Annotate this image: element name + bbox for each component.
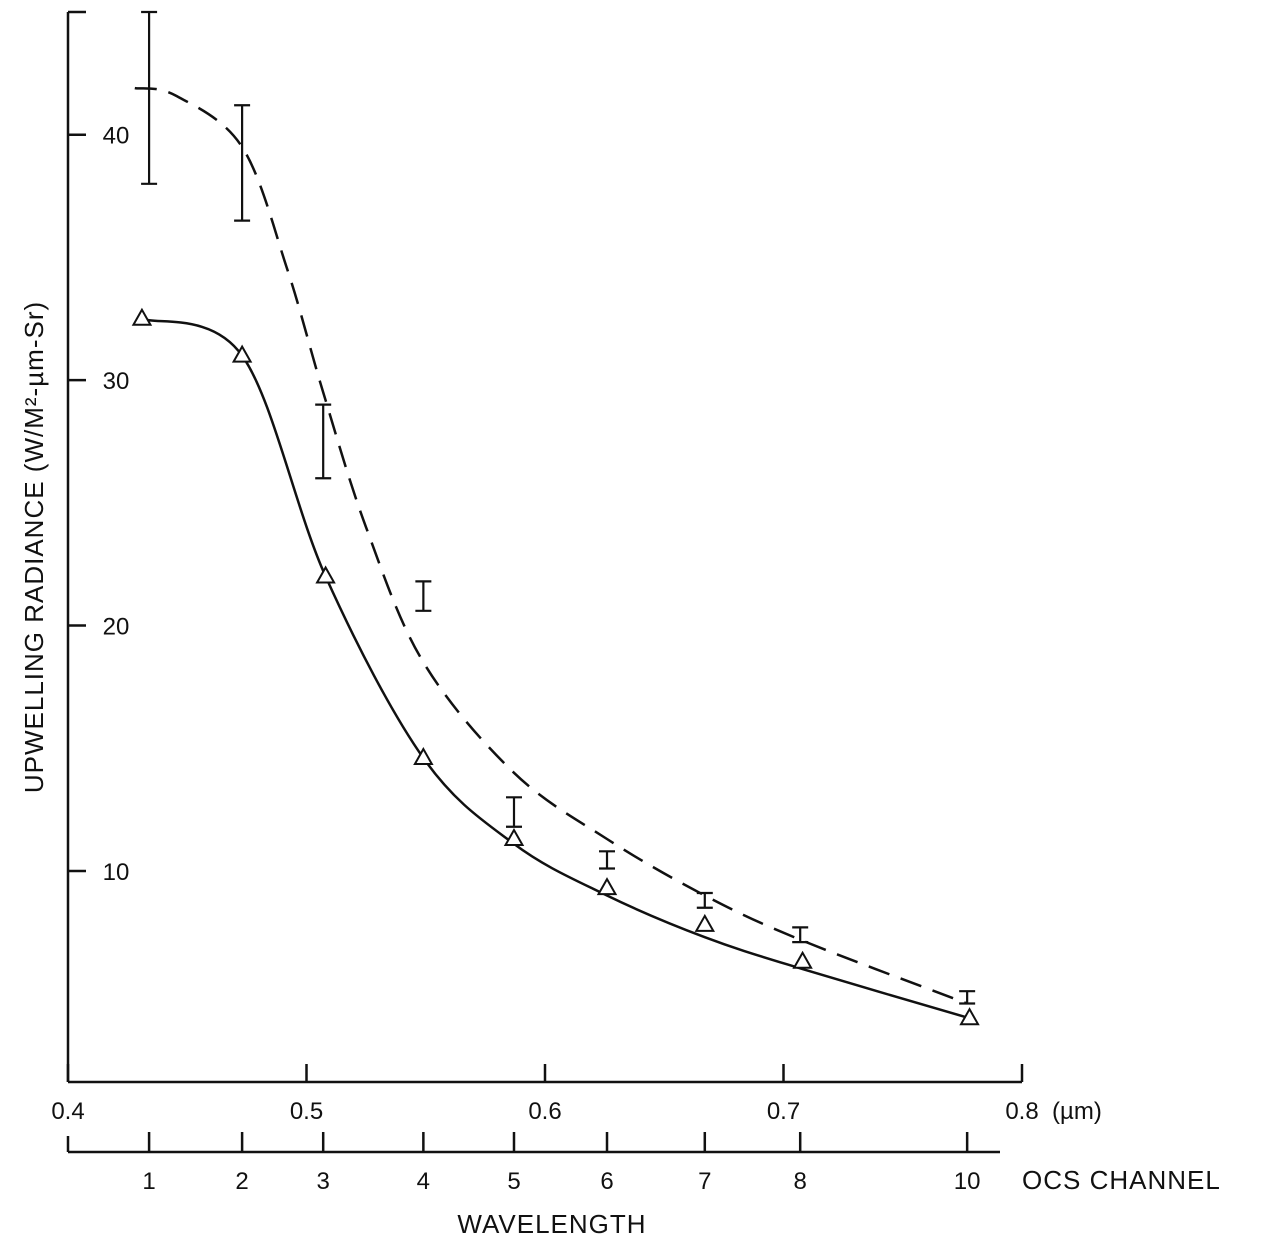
triangle-marker [596,877,618,896]
triangle-marker [131,307,153,326]
dashed-curve [134,86,968,1005]
error-bar [415,580,432,612]
channel-axis-ticks: 1 2 3 4 5 6 7 8 10 [66,1132,981,1195]
curves [134,86,970,1020]
error-bar [696,891,713,909]
channel-tick-label: 7 [698,1168,711,1195]
channel-tick-label: 3 [317,1168,330,1195]
channel-tick-label: 10 [954,1168,981,1195]
wavelength-tick-label: 0.8 [1005,1098,1038,1125]
channel-tick-label: 6 [600,1168,613,1195]
wavelength-tick-label: 0.6 [528,1098,561,1125]
channel-tick-label: 2 [235,1168,248,1195]
triangle-marker [231,344,253,363]
error-bar [599,850,616,870]
markers [131,10,980,1026]
wavelength-tick-label: 0.7 [767,1098,800,1125]
triangle-marker [694,913,716,932]
error-bar [141,10,158,185]
error-bar [959,990,976,1005]
solid-curve [141,317,970,1020]
y-tick-label: 30 [103,368,130,395]
channel-tick-label: 1 [142,1168,155,1195]
y-tick-label: 10 [103,859,130,886]
error-bar [315,403,332,480]
y-tick-label: 20 [103,614,130,641]
triangle-marker [959,1007,980,1026]
channel-tick-label: 5 [507,1168,520,1195]
triangle-marker [413,747,434,766]
channel-tick-label: 8 [794,1168,807,1195]
error-bar [234,104,251,222]
channel-axis-label: OCS CHANNEL [1022,1165,1221,1195]
channel-tick-label: 4 [417,1168,430,1195]
x-axis-title: WAVELENGTH [457,1209,646,1239]
y-tick-label: 40 [103,123,130,150]
triangle-marker [315,565,336,584]
triangle-marker [792,950,813,969]
error-bar [505,796,522,828]
y-axis-title: UPWELLING RADIANCE (W/M²-µm-Sr) [19,301,49,793]
wavelength-tick-label: 0.4 [51,1098,84,1125]
wavelength-axis-ticks: 0.4 0.5 0.6 0.7 0.8 [51,1064,1039,1125]
error-bar [792,926,809,944]
triangle-marker [503,828,525,847]
wavelength-unit: (µm) [1052,1098,1102,1125]
wavelength-tick-label: 0.5 [290,1098,323,1125]
y-axis-ticks: 10 20 30 40 [68,10,130,886]
